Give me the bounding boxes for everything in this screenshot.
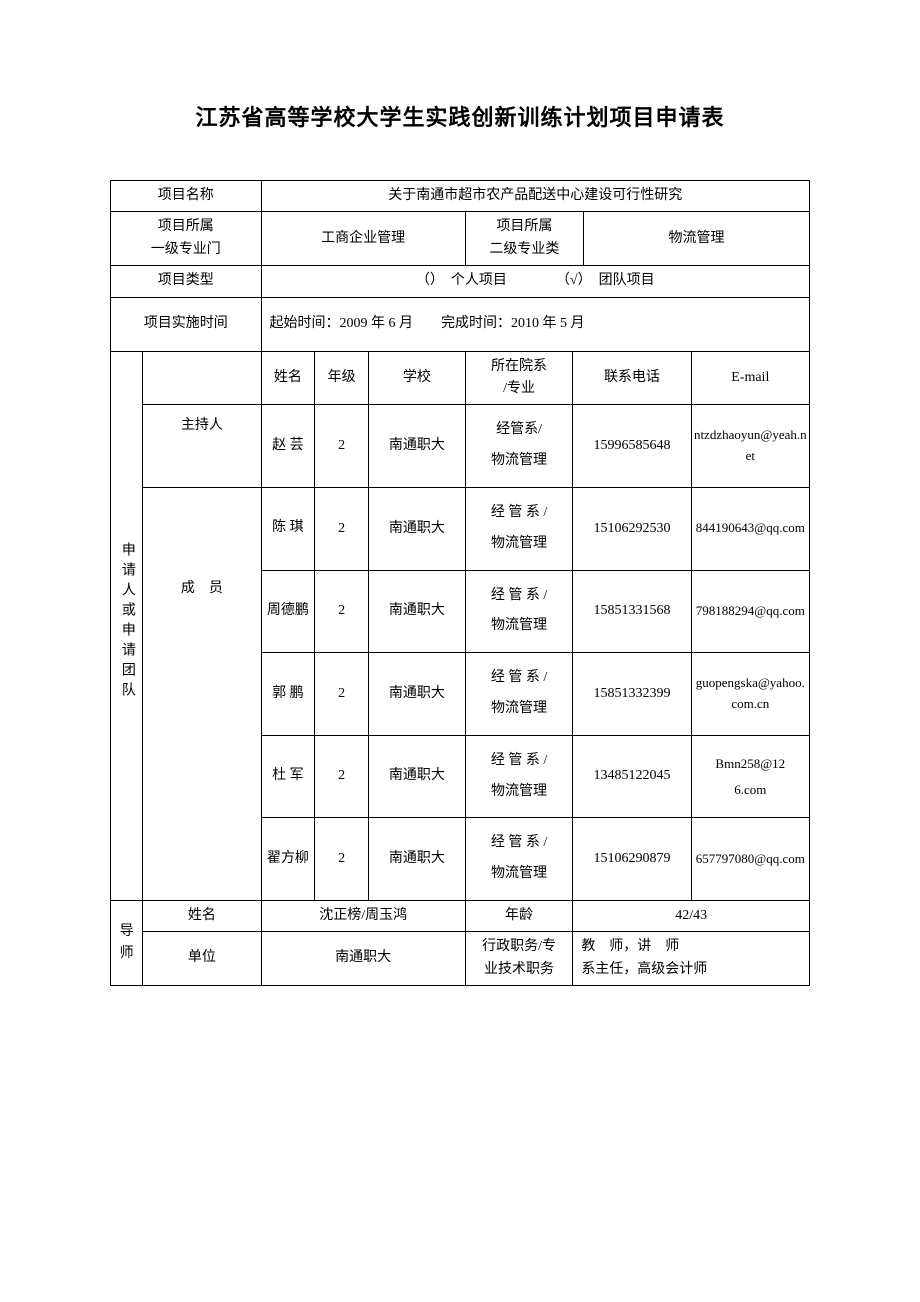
member-dept: 经 管 系 /物流管理: [465, 818, 573, 901]
value-advisor-name: 沈正榜/周玉鸿: [261, 900, 465, 931]
value-secondary-discipline: 物流管理: [584, 212, 810, 266]
label-advisor: 导师: [111, 900, 143, 985]
label-grade-col: 年级: [315, 351, 369, 405]
member-school: 南通职大: [369, 653, 466, 736]
label-advisor-name: 姓名: [143, 900, 261, 931]
member-grade: 2: [315, 735, 369, 818]
member-school: 南通职大: [369, 570, 466, 653]
member-grade: 2: [315, 487, 369, 570]
member-school: 南通职大: [369, 487, 466, 570]
label-admin-title: 行政职务/专业技术职务: [465, 932, 573, 986]
value-impl-time: 起始时间：2009 年 6 月 完成时间：2010 年 5 月: [261, 297, 809, 351]
label-advisor-unit: 单位: [143, 932, 261, 986]
label-members: 成 员: [143, 487, 261, 900]
member-name: 杜 军: [261, 735, 315, 818]
member-school: 南通职大: [369, 735, 466, 818]
label-primary-discipline: 项目所属一级专业门: [111, 212, 262, 266]
member-email: guopengska@yahoo.com.cn: [691, 653, 809, 736]
member-school: 南通职大: [369, 818, 466, 901]
member-name: 翟方柳: [261, 818, 315, 901]
application-table: 项目名称 关于南通市超市农产品配送中心建设可行性研究 项目所属一级专业门 工商企…: [110, 180, 810, 986]
value-project-type: （） 个人项目 （√） 团队项目: [261, 266, 809, 297]
member-phone: 15851332399: [573, 653, 691, 736]
member-grade: 2: [315, 405, 369, 488]
label-phone-col: 联系电话: [573, 351, 691, 405]
label-name-col: 姓名: [261, 351, 315, 405]
member-phone: 15106292530: [573, 487, 691, 570]
member-school: 南通职大: [369, 405, 466, 488]
member-grade: 2: [315, 653, 369, 736]
label-host: 主持人: [143, 405, 261, 488]
label-dept-col: 所在院系/专业: [465, 351, 573, 405]
member-name: 赵 芸: [261, 405, 315, 488]
label-email-col: E-mail: [691, 351, 809, 405]
member-phone: 15106290879: [573, 818, 691, 901]
label-header-blank: [143, 351, 261, 405]
member-email: 844190643@qq.com: [691, 487, 809, 570]
value-primary-discipline: 工商企业管理: [261, 212, 465, 266]
label-applicant-group: 申请人或申请团队: [111, 351, 143, 900]
member-grade: 2: [315, 570, 369, 653]
member-name: 陈 琪: [261, 487, 315, 570]
member-email: 657797080@qq.com: [691, 818, 809, 901]
label-impl-time: 项目实施时间: [111, 297, 262, 351]
member-email: Bmn258@126.com: [691, 735, 809, 818]
member-name: 周德鹏: [261, 570, 315, 653]
member-email: 798188294@qq.com: [691, 570, 809, 653]
member-dept: 经 管 系 /物流管理: [465, 653, 573, 736]
value-project-name: 关于南通市超市农产品配送中心建设可行性研究: [261, 181, 809, 212]
value-advisor-unit: 南通职大: [261, 932, 465, 986]
label-secondary-discipline: 项目所属二级专业类: [465, 212, 583, 266]
member-email: ntzdzhaoyun@yeah.net: [691, 405, 809, 488]
member-name: 郭 鹏: [261, 653, 315, 736]
member-dept: 经 管 系 /物流管理: [465, 487, 573, 570]
label-project-type: 项目类型: [111, 266, 262, 297]
member-dept: 经管系/物流管理: [465, 405, 573, 488]
member-phone: 13485122045: [573, 735, 691, 818]
label-project-name: 项目名称: [111, 181, 262, 212]
page-title: 江苏省高等学校大学生实践创新训练计划项目申请表: [110, 100, 810, 132]
label-school-col: 学校: [369, 351, 466, 405]
member-dept: 经 管 系 /物流管理: [465, 735, 573, 818]
value-admin-title: 教 师，讲 师系主任，高级会计师: [573, 932, 810, 986]
value-advisor-age: 42/43: [573, 900, 810, 931]
member-phone: 15851331568: [573, 570, 691, 653]
label-advisor-age: 年龄: [465, 900, 573, 931]
member-grade: 2: [315, 818, 369, 901]
member-phone: 15996585648: [573, 405, 691, 488]
member-dept: 经 管 系 /物流管理: [465, 570, 573, 653]
